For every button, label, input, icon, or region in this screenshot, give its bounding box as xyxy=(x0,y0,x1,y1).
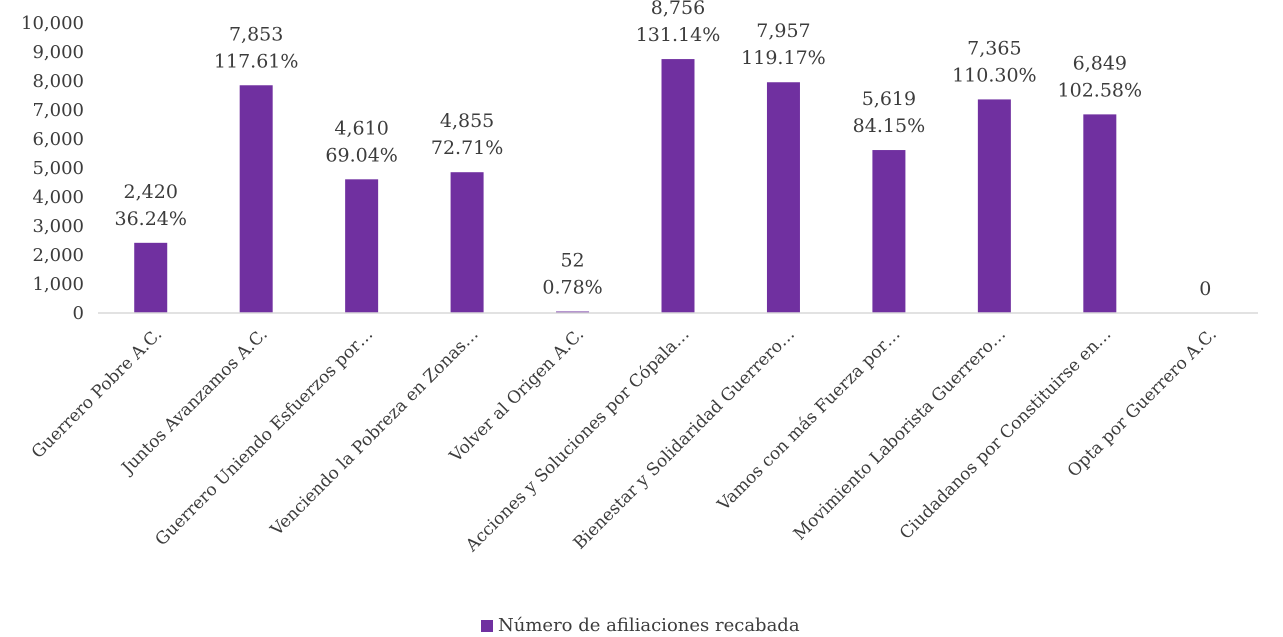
y-tick-label: 9,000 xyxy=(32,42,84,63)
bar-percent-label: 0.78% xyxy=(542,276,602,298)
bar-value-label: 7,957 xyxy=(756,20,810,42)
bar-value-label: 7,365 xyxy=(967,37,1021,59)
bar-value-label: 6,849 xyxy=(1073,52,1127,74)
bar xyxy=(556,311,590,313)
y-tick-label: 4,000 xyxy=(32,187,84,208)
bar xyxy=(450,172,484,313)
y-tick-label: 10,000 xyxy=(21,13,84,34)
bar xyxy=(766,82,800,313)
bar xyxy=(872,150,906,313)
bar-value-label: 0 xyxy=(1199,278,1211,300)
bar xyxy=(239,85,273,313)
bar xyxy=(134,242,168,313)
bar-percent-label: 117.61% xyxy=(214,50,299,72)
y-tick-label: 0 xyxy=(73,303,84,324)
bar-value-label: 5,619 xyxy=(862,88,916,110)
bar-percent-label: 119.17% xyxy=(741,47,826,69)
x-tick-label: Movimiento Laborista Guerrero… xyxy=(790,324,1010,544)
bar-value-label: 2,420 xyxy=(124,181,178,203)
bar-percent-label: 69.04% xyxy=(325,144,397,166)
y-axis: 0 1,000 2,000 3,000 4,000 5,000 6,000 7,000 8,00… xyxy=(21,13,84,324)
x-axis: Guerrero Pobre A.C.Juntos Avanzamos A.C.… xyxy=(28,324,1221,556)
bar-value-label: 4,610 xyxy=(334,117,388,139)
bar-value-label: 8,756 xyxy=(651,0,705,19)
y-tick-label: 8,000 xyxy=(32,71,84,92)
bar-percent-label: 110.30% xyxy=(952,64,1037,86)
x-tick-label: Ciudadanos por Constituirse en… xyxy=(896,324,1115,543)
y-tick-label: 3,000 xyxy=(32,216,84,237)
y-tick-label: 7,000 xyxy=(32,100,84,121)
bar-value-label: 4,855 xyxy=(440,110,494,132)
x-tick-label: Acciones y Soluciones por Cópala… xyxy=(461,324,693,556)
legend-label: Número de afiliaciones recabada xyxy=(498,615,800,636)
x-tick-label: Vamos con más Fuerza por… xyxy=(713,324,904,515)
y-tick-label: 2,000 xyxy=(32,245,84,266)
bar-percent-label: 84.15% xyxy=(853,115,925,137)
x-tick-label: Bienestar y Solidaridad Guerrero… xyxy=(570,324,799,553)
x-tick-label: Venciendo la Pobreza en Zonas… xyxy=(266,324,482,540)
y-tick-label: 6,000 xyxy=(32,129,84,150)
bar xyxy=(977,99,1011,313)
y-tick-label: 5,000 xyxy=(32,158,84,179)
legend: Número de afiliaciones recabada xyxy=(481,615,800,636)
bar xyxy=(661,59,695,313)
bar-percent-label: 131.14% xyxy=(636,24,721,46)
bar-value-label: 52 xyxy=(560,249,584,271)
data-labels: 2,420 36.24% 7,853 117.61% 4,610 69.04% 4,855 7… xyxy=(115,0,1212,300)
legend-swatch xyxy=(481,620,493,632)
bar-value-label: 7,853 xyxy=(229,23,283,45)
x-tick-label: Guerrero Uniendo Esfuerzos por… xyxy=(152,324,378,550)
y-tick-label: 1,000 xyxy=(32,274,84,295)
bars xyxy=(134,59,1117,313)
bar xyxy=(345,179,379,313)
bar xyxy=(1083,114,1117,313)
bar-percent-label: 102.58% xyxy=(1058,79,1143,101)
bar-percent-label: 36.24% xyxy=(115,208,187,230)
bar-percent-label: 72.71% xyxy=(431,137,503,159)
